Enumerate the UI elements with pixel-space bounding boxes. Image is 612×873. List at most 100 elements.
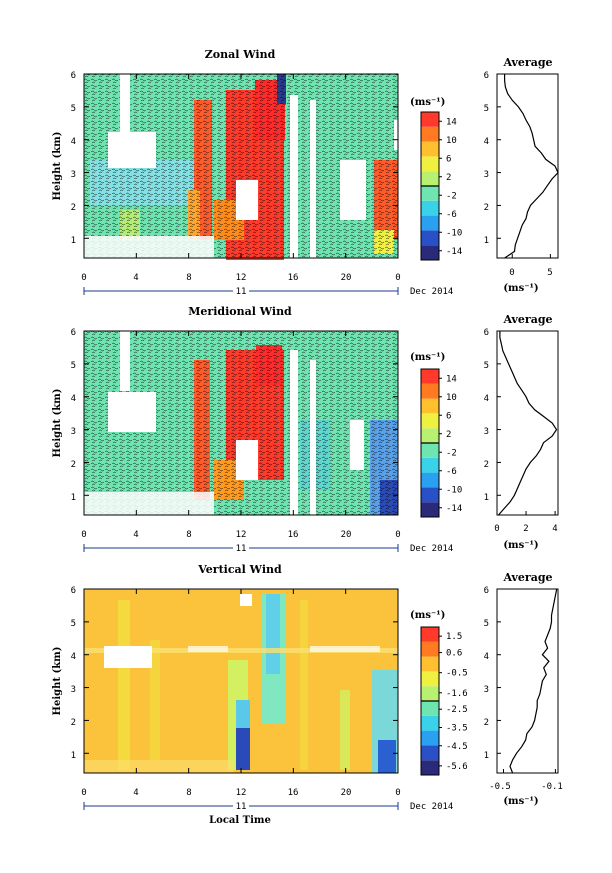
colorbar: (ms⁻¹) xyxy=(410,610,445,621)
colorbar-segment xyxy=(421,487,439,503)
y-tick-label: 1 xyxy=(484,236,489,246)
y-tick-label: 3 xyxy=(71,170,76,180)
panel-meridional-wind: Meridional Wind 1 2 3 4 5 xyxy=(52,305,559,554)
colorbar-segment xyxy=(421,686,439,701)
y-tick-label: 1 xyxy=(484,751,489,761)
date-label: Dec 2014 xyxy=(410,287,453,297)
colorbar-segment xyxy=(421,472,439,488)
colorbar-tick-label: -3.5 xyxy=(446,723,468,733)
average-profile-line xyxy=(509,588,558,774)
x-tick-label: 20 xyxy=(341,530,352,540)
colorbar-segment xyxy=(421,141,439,157)
colorbar-tick-label: -5.6 xyxy=(446,762,468,772)
x-tick-label: 0 xyxy=(81,530,86,540)
x-tick-label: 16 xyxy=(288,530,299,540)
y-tick-label: 5 xyxy=(71,619,76,629)
y-tick-label: 6 xyxy=(484,586,489,596)
y-tick-label: 1 xyxy=(71,493,76,503)
y-tick-label: 4 xyxy=(484,394,489,404)
y-tick-label: 1 xyxy=(484,493,489,503)
y-tick-label: 6 xyxy=(484,71,489,81)
colorbar-unit: (ms⁻¹) xyxy=(410,610,445,621)
colorbar-unit: (ms⁻¹) xyxy=(410,352,445,363)
average-title: Average xyxy=(502,571,552,584)
date-label: Dec 2014 xyxy=(410,544,453,554)
colorbar-tick-label: 6 xyxy=(446,154,451,164)
colorbar-segment xyxy=(421,383,439,399)
x-tick-label: 0 xyxy=(509,268,514,278)
y-tick-label: 2 xyxy=(71,718,76,728)
y-tick-label: 2 xyxy=(71,203,76,213)
average-title: Average xyxy=(502,313,552,326)
date-day-label: 11 xyxy=(236,544,247,554)
colorbar-segment xyxy=(421,171,439,186)
x-tick-label: 4 xyxy=(552,524,557,534)
x-tick-label: 12 xyxy=(236,530,247,540)
x-tick-label: 8 xyxy=(186,788,191,798)
colorbar-segment xyxy=(421,701,439,716)
x-ticks: 0 4 8 12 16 20 0 xyxy=(81,273,400,283)
y-tick-label: 3 xyxy=(484,427,489,437)
panel-title: Vertical Wind xyxy=(197,563,282,576)
heatmap-field xyxy=(84,589,398,773)
y-tick-label: 5 xyxy=(484,619,489,629)
panel-vertical-wind: Vertical Wind 1 2 3 xyxy=(52,563,563,826)
x-tick-label: 12 xyxy=(236,788,247,798)
colorbar-tick-label: -6 xyxy=(446,467,457,477)
average-x-label: (ms⁻¹) xyxy=(503,283,538,294)
colorbar-tick-label: -10 xyxy=(446,228,462,238)
panel-title: Zonal Wind xyxy=(205,48,276,61)
date-axis: 11 Dec 2014 xyxy=(83,800,453,812)
y-tick-label: 5 xyxy=(71,361,76,371)
average-x-label: (ms⁻¹) xyxy=(503,796,538,807)
y-tick-label: 1 xyxy=(71,236,76,246)
colorbar-tick-label: -14 xyxy=(446,247,462,257)
colorbar-tick-label: 14 xyxy=(446,117,457,127)
y-tick-label: 4 xyxy=(71,652,76,662)
colorbar-segment xyxy=(421,502,439,517)
x-tick-label: 20 xyxy=(341,273,352,283)
colorbar-tick-label: 10 xyxy=(446,393,457,403)
colorbar-segment xyxy=(421,457,439,473)
y-tick-label: 2 xyxy=(484,460,489,470)
x-tick-label: 0 xyxy=(81,788,86,798)
colorbar-unit: (ms⁻¹) xyxy=(410,97,445,108)
x-axis-label: Local Time xyxy=(209,815,271,826)
x-tick-label: -0.5 xyxy=(489,782,511,792)
colorbar-tick-label: -10 xyxy=(446,485,462,495)
colorbar-tick-label: -2.5 xyxy=(446,705,468,715)
y-axis-label: Height (km) xyxy=(52,132,63,201)
colorbar-segment xyxy=(421,627,439,642)
date-day-label: 11 xyxy=(236,287,247,297)
x-tick-label: 0 xyxy=(395,788,400,798)
y-tick-label: 3 xyxy=(71,427,76,437)
x-tick-label: 2 xyxy=(523,524,528,534)
y-tick-label: 4 xyxy=(484,652,489,662)
colorbar-tick-label: -1.6 xyxy=(446,689,468,699)
colorbar-tick-label: -0.5 xyxy=(446,669,468,679)
x-tick-label: 16 xyxy=(288,273,299,283)
colorbar-segment xyxy=(421,730,439,746)
colorbar: (ms⁻¹) xyxy=(410,97,445,108)
date-day-label: 11 xyxy=(236,802,247,812)
colorbar-tick-label: 0.6 xyxy=(446,649,462,659)
x-tick-label: 0 xyxy=(395,530,400,540)
y-tick-label: 2 xyxy=(484,203,489,213)
average-x-label: (ms⁻¹) xyxy=(503,540,538,551)
x-tick-label: 4 xyxy=(133,530,138,540)
y-tick-label: 4 xyxy=(71,137,76,147)
colorbar-segment xyxy=(421,156,439,172)
colorbar-segment xyxy=(421,200,439,216)
colorbar-segment xyxy=(421,428,439,443)
x-ticks: 0 4 8 12 16 20 0 xyxy=(81,530,400,540)
x-tick-label: 8 xyxy=(186,530,191,540)
x-tick-label: 4 xyxy=(133,788,138,798)
y-axis-label: Height (km) xyxy=(52,389,63,458)
average-title: Average xyxy=(502,56,552,69)
colorbar-tick-label: -4.5 xyxy=(446,742,468,752)
y-axis-label: Height (km) xyxy=(52,647,63,716)
x-tick-label: 16 xyxy=(288,788,299,798)
average-profile: Average 1 2 3 4 5 6 -0.5 -0.1 (ms⁻¹) xyxy=(484,571,563,807)
